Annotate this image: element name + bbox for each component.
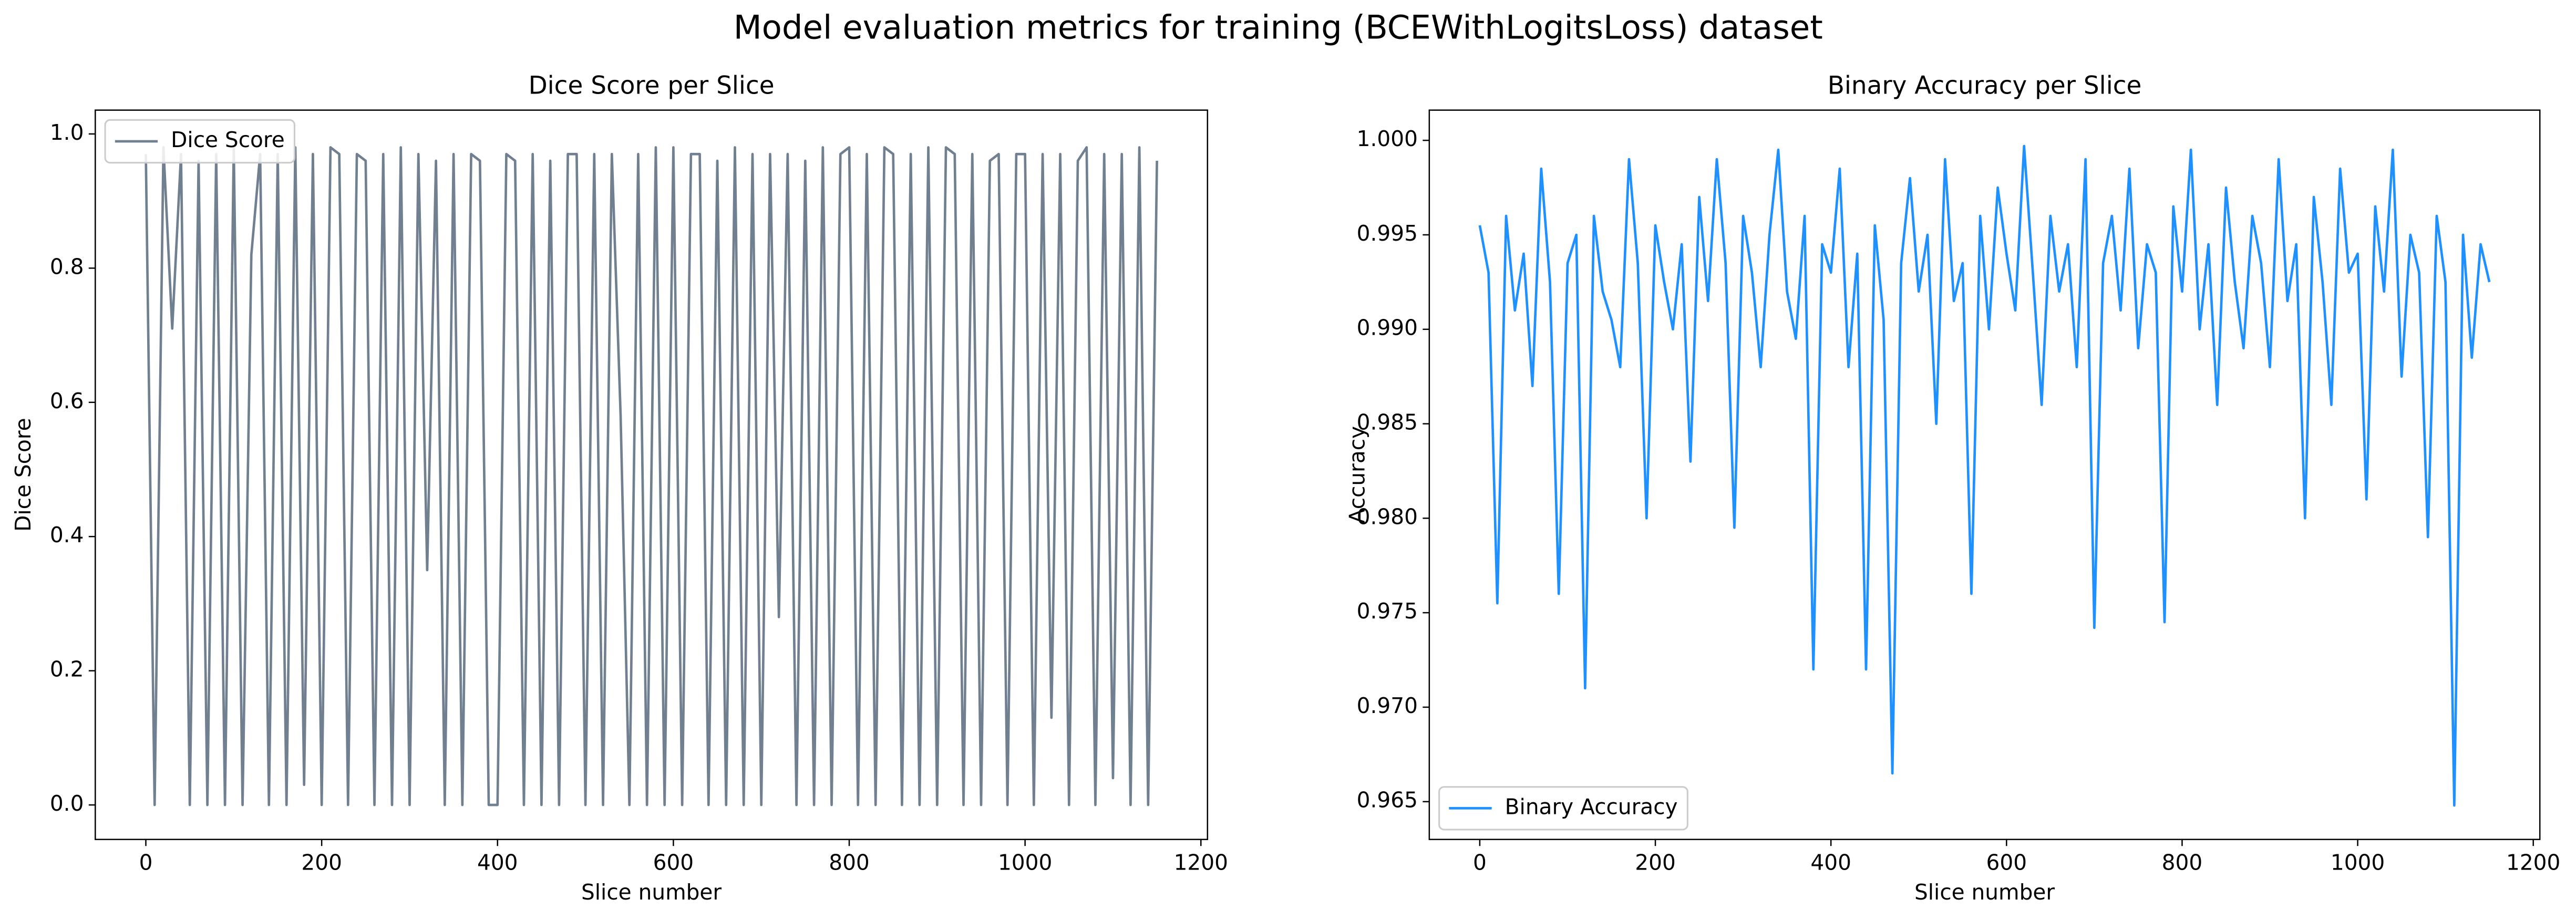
x-tick-label: 0 [1473, 850, 1487, 875]
y-tick-label: 1.000 [1357, 126, 1418, 151]
y-tick-label: 0.980 [1357, 504, 1418, 529]
x-tick-label: 600 [653, 850, 694, 875]
figure-title: Model evaluation metrics for training (B… [734, 8, 1823, 46]
x-tick-label: 800 [2162, 850, 2203, 875]
x-tick-label: 600 [1986, 850, 2027, 875]
y-tick-label: 0.2 [50, 657, 84, 682]
subplot-title: Dice Score per Slice [529, 71, 775, 100]
x-tick-label: 1000 [998, 850, 1052, 875]
y-tick-label: 0.990 [1357, 315, 1418, 340]
x-tick-label: 0 [139, 850, 153, 875]
y-axis-label: Accuracy [1344, 426, 1369, 523]
x-tick-label: 1000 [2331, 850, 2385, 875]
y-tick-label: 0.985 [1357, 410, 1418, 435]
y-tick-label: 0.970 [1357, 693, 1418, 718]
x-axis-label: Slice number [1914, 880, 2055, 905]
data-line [1478, 144, 2491, 807]
legend-frame [1438, 786, 1688, 831]
y-tick-label: 0.975 [1357, 598, 1418, 624]
plot-frame [1428, 109, 2541, 840]
y-tick-label: 0.995 [1357, 221, 1418, 246]
data-line [145, 146, 1158, 807]
x-tick-label: 400 [1810, 850, 1851, 875]
x-axis-label: Slice number [581, 880, 722, 905]
x-tick-label: 200 [301, 850, 342, 875]
legend: Dice Score [104, 119, 296, 164]
y-tick-label: 0.4 [50, 522, 84, 547]
y-axis-label: Dice Score [11, 418, 36, 532]
x-tick-label: 1200 [1174, 850, 1228, 875]
y-tick-label: 0.0 [50, 791, 84, 816]
y-tick-label: 0.8 [50, 254, 84, 279]
x-tick-label: 800 [829, 850, 870, 875]
plot-frame [95, 109, 1209, 840]
y-tick-label: 0.965 [1357, 788, 1418, 813]
legend-label: Dice Score [171, 127, 285, 152]
x-tick-label: 1200 [2506, 850, 2560, 875]
x-tick-label: 400 [477, 850, 518, 875]
y-tick-label: 1.0 [50, 120, 84, 145]
legend-label: Binary Accuracy [1505, 794, 1678, 819]
legend: Binary Accuracy [1438, 786, 1688, 831]
y-tick-label: 0.6 [50, 388, 84, 414]
subplot-title: Binary Accuracy per Slice [1828, 71, 2142, 100]
legend-frame [104, 119, 296, 164]
x-tick-label: 200 [1635, 850, 1676, 875]
